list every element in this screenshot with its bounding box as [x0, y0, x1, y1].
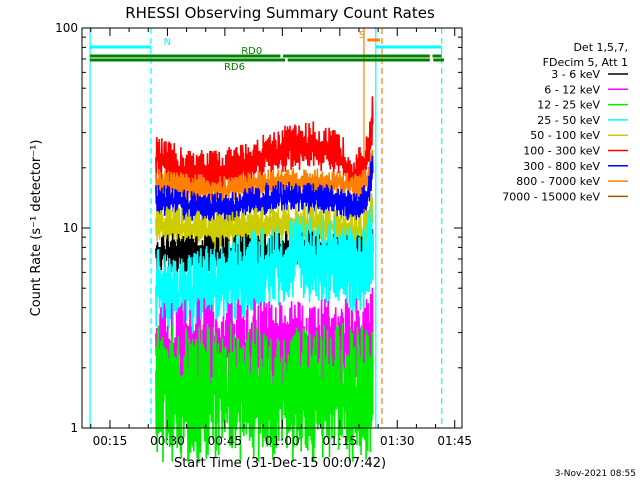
flag-RD6: RD6 [90, 58, 444, 73]
x-tick-label-1: 00:30 [150, 434, 185, 448]
legend-label-1: 6 - 12 keV [544, 83, 600, 96]
legend-label-6: 300 - 800 keV [523, 160, 600, 173]
legend-label-2: 12 - 25 keV [537, 99, 600, 112]
x-tick-label-2: 00:45 [208, 434, 243, 448]
legend: Det 1,5,7, FDecim 5, Att 13 - 6 keV 6 - 12… [502, 41, 628, 203]
series-25-50keV [155, 205, 374, 338]
footer-timestamp: 3-Nov-2021 08:55 [555, 469, 636, 479]
series-100-300keV [155, 96, 374, 200]
y-tick-label-2: 100 [55, 21, 78, 35]
flag-S: S [359, 30, 381, 42]
x-tick-label-5: 01:30 [380, 434, 415, 448]
chart-title: RHESSI Observing Summary Count Rates [125, 4, 435, 22]
series-line-0 [155, 96, 374, 200]
x-tick-label-0: 00:15 [93, 434, 128, 448]
legend-header-1: FDecim 5, Att 1 [543, 56, 628, 69]
series-line-7 [155, 322, 374, 463]
y-axis-label: Count Rate (s⁻¹ detector⁻¹) [29, 140, 44, 317]
series-12-25keV [155, 322, 374, 463]
legend-label-7: 800 - 7000 keV [516, 175, 600, 188]
x-axis: 00:15 00:30 00:45 01:00 01:15 01:30 01:45 [90, 28, 472, 448]
y-axis: 1 10 100 [55, 21, 462, 435]
legend-label-8: 7000 - 15000 keV [502, 190, 600, 203]
flag-label-RD6: RD6 [224, 62, 245, 73]
x-tick-label-3: 01:00 [265, 434, 300, 448]
y-tick-label-0: 1 [70, 421, 78, 435]
x-tick-label-4: 01:15 [323, 434, 358, 448]
y-tick-label-1: 10 [63, 221, 78, 235]
legend-header-0: Det 1,5,7, [573, 41, 628, 54]
legend-label-4: 50 - 100 keV [530, 129, 600, 142]
legend-label-5: 100 - 300 keV [523, 145, 600, 158]
x-axis-label: Start Time (31-Dec-15 00:07:42) [174, 456, 386, 471]
plot-layer: N S RD0 RD6 [89, 28, 444, 463]
flag-RD0: RD0 [90, 46, 442, 58]
series-line-2 [155, 155, 374, 224]
legend-label-3: 25 - 50 keV [537, 114, 600, 127]
flag-N: N [90, 37, 442, 49]
series-300-800keV [155, 155, 374, 224]
flag-label-S: S [359, 30, 365, 41]
flag-label-RD0: RD0 [241, 46, 262, 57]
x-tick-label-6: 01:45 [437, 434, 472, 448]
flag-label-N: N [164, 37, 171, 48]
legend-label-0: 3 - 6 keV [551, 68, 600, 81]
series-line-5 [155, 205, 374, 338]
